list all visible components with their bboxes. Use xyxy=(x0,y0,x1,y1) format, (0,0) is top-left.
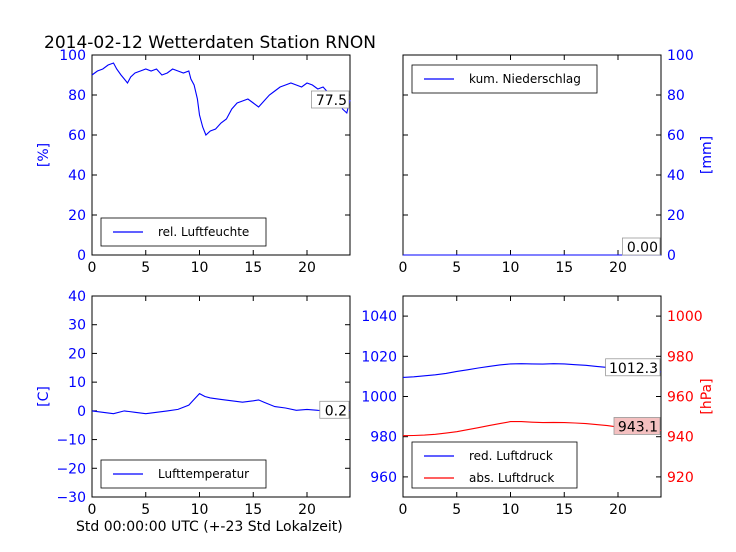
x-tick-label: 15 xyxy=(244,502,262,518)
x-tick-label: 0 xyxy=(88,260,97,276)
y-tick-label: 100 xyxy=(667,48,694,64)
x-tick-label: 0 xyxy=(399,502,408,518)
chart-panel-1: 0 5 10 15 20 0 20 40 60 80 100 [%] 77.5 rel. Luftfeuc… xyxy=(36,48,351,276)
y-tick-label: 980 xyxy=(370,430,397,446)
legend-box-1 xyxy=(100,217,267,247)
value-label-4-1-box xyxy=(605,358,661,377)
value-label-1-box xyxy=(310,90,350,109)
plot-frame xyxy=(91,54,351,256)
y-tick-label: 20 xyxy=(68,208,86,224)
y-tick-label: 60 xyxy=(68,128,86,144)
x-tick-label: 20 xyxy=(609,260,627,276)
y-tick-label: 100 xyxy=(59,48,86,64)
y-tick-label: 60 xyxy=(667,128,685,144)
value-label-4-2-box xyxy=(613,417,661,435)
x-tick-label: 5 xyxy=(452,260,461,276)
y-axis-label: [%] xyxy=(36,143,52,167)
y-tick-label: 40 xyxy=(68,168,86,184)
y-tick-label: 960 xyxy=(370,470,397,486)
x-tick-label: 15 xyxy=(244,260,262,276)
y-tick-label-right: 1000 xyxy=(667,309,703,325)
x-tick-label: 20 xyxy=(298,260,316,276)
x-tick-label: 20 xyxy=(609,502,627,518)
x-tick-label: 15 xyxy=(555,260,573,276)
x-tick-label: 10 xyxy=(191,502,209,518)
value-label-3: 0.2 xyxy=(325,403,347,419)
chart-panel-4: 0 5 10 15 20 960 980 1000 1020 1040 920 940 960 980 10… xyxy=(361,295,715,518)
y-tick-label: 0 xyxy=(77,404,86,420)
y-tick-label-right: 920 xyxy=(667,470,694,486)
y-tick-label: 1000 xyxy=(361,390,397,406)
legend-label-3-0: Lufttemperatur xyxy=(158,467,249,481)
y-tick-label: −30 xyxy=(56,490,86,506)
y-tick-label: 20 xyxy=(68,346,86,362)
y-tick-label: −10 xyxy=(56,433,86,449)
x-tick-label: 0 xyxy=(399,260,408,276)
chart-panel-3: 0 5 10 15 20 −30 −20 −10 0 10 20 30 40 [C] 0.2 Lufttemp… xyxy=(36,289,351,518)
value-label-4-2: 943.1 xyxy=(618,419,658,435)
value-label-2-box xyxy=(622,237,661,256)
value-label-3-box xyxy=(319,400,350,419)
value-label-1: 77.5 xyxy=(316,93,347,109)
y-axis-label: [C] xyxy=(36,386,52,407)
x-axis-caption: Std 00:00:00 UTC (+-23 Std Lokalzeit) xyxy=(76,519,343,535)
y-tick-label: 20 xyxy=(667,208,685,224)
y-tick-label-right: 960 xyxy=(667,390,694,406)
x-tick-label: 10 xyxy=(502,260,520,276)
y-tick-label: 40 xyxy=(68,289,86,305)
y-tick-label-right: 940 xyxy=(667,430,694,446)
y-axis-label: [mm] xyxy=(699,136,715,174)
y-tick-label: 1040 xyxy=(361,309,397,325)
y-tick-label: 80 xyxy=(68,88,86,104)
legend-label-4-1: abs. Luftdruck xyxy=(469,471,554,485)
x-tick-label: 0 xyxy=(88,502,97,518)
y-tick-label: 1020 xyxy=(361,349,397,365)
y-axis-label: [hPa] xyxy=(699,378,715,414)
x-tick-label: 10 xyxy=(191,260,209,276)
y-tick-label: 30 xyxy=(68,318,86,334)
value-label-4-1: 1012.3 xyxy=(609,361,658,377)
legend-label-1-0: rel. Luftfeuchte xyxy=(158,225,249,239)
x-tick-label: 20 xyxy=(298,502,316,518)
x-tick-label: 10 xyxy=(502,502,520,518)
x-tick-label: 15 xyxy=(555,502,573,518)
x-tick-label: 5 xyxy=(141,260,150,276)
series-line-3-1 xyxy=(91,392,350,415)
x-tick-label: 5 xyxy=(141,502,150,518)
y-tick-label: 40 xyxy=(667,168,685,184)
plot-frame xyxy=(91,295,351,498)
value-label-2: 0.00 xyxy=(627,240,658,256)
figure-title: 2014-02-12 Wetterdaten Station RNON xyxy=(44,33,376,53)
y-tick-label: 80 xyxy=(667,88,685,104)
legend-label-2-0: kum. Niederschlag xyxy=(469,72,581,86)
y-tick-label: −20 xyxy=(56,461,86,477)
legend-box-4 xyxy=(411,441,578,489)
series-line-1-1 xyxy=(91,62,351,136)
legend-label-4-0: red. Luftdruck xyxy=(469,449,553,463)
x-tick-label: 5 xyxy=(452,502,461,518)
y-tick-label: 0 xyxy=(77,248,86,264)
y-tick-label-right: 980 xyxy=(667,349,694,365)
y-tick-label: 0 xyxy=(667,248,676,264)
chart-panel-2: 0 5 10 15 20 0 20 40 60 80 100 [mm] 0.00 kum. Nieders… xyxy=(399,48,715,276)
y-tick-label: 10 xyxy=(68,375,86,391)
